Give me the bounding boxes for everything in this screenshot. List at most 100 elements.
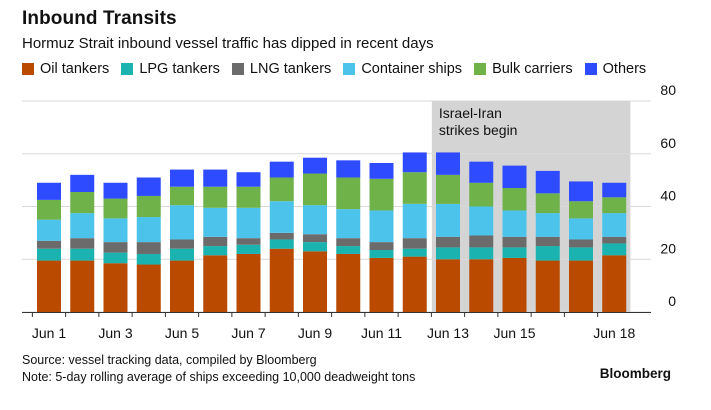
bar-segment-lng [103, 242, 128, 253]
chart-title: Inbound Transits [22, 8, 177, 29]
y-tick-label: 60 [660, 135, 676, 151]
bar-segment-bulk [203, 186, 228, 208]
x-tick-label: Jun 18 [593, 325, 635, 341]
bar-segment-lpg [170, 248, 194, 261]
legend-label-oil: Oil tankers [40, 61, 110, 77]
bar-segment-lpg [602, 243, 627, 256]
legend-swatch-lng [231, 63, 244, 75]
bar-segment-lpg [103, 252, 128, 264]
bar-segment-lpg [436, 247, 460, 260]
bar-segment-lpg [469, 247, 494, 260]
bar-segment-lpg [336, 246, 361, 254]
legend-label-bulk: Bulk carriers [492, 61, 573, 77]
bar-segment-lng [469, 235, 494, 248]
bar-segment-bulk [502, 188, 527, 211]
brand-logo: Bloomberg [599, 366, 671, 381]
bar-segment-others [236, 172, 261, 187]
bar-segment-lng [136, 242, 161, 254]
legend-label-lpg: LPG tankers [139, 61, 220, 77]
bar-segment-oil [602, 255, 627, 312]
x-tick-label: Jun 7 [231, 325, 265, 341]
x-tick-label: Jun 1 [32, 325, 66, 341]
y-tick-label: 40 [660, 188, 676, 204]
bar-segment-bulk [402, 172, 427, 204]
bar-segment-oil [535, 260, 560, 312]
bar-segment-others [502, 165, 527, 189]
legend-label-lng: LNG tankers [249, 61, 332, 77]
legend-item-lpg: LPG tankers [121, 61, 220, 77]
bar-segment-lpg [203, 246, 228, 256]
bar-segment-bulk [236, 186, 261, 208]
bar-segment-lpg [569, 247, 593, 261]
bar-segment-lpg [236, 244, 261, 254]
y-tick-label: 0 [668, 293, 676, 309]
bar-segment-bulk [469, 182, 494, 207]
bar-segment-lpg [37, 248, 61, 261]
bar-segment-lpg [269, 239, 294, 249]
bar-segment-container [369, 210, 394, 243]
bar-segment-container [269, 201, 294, 233]
bar-segment-lpg [402, 248, 427, 257]
legend-swatch-others [584, 63, 597, 75]
legend-item-others: Others [584, 61, 647, 77]
bar-segment-oil [336, 253, 361, 312]
bar-segment-oil [170, 260, 194, 312]
y-tick-label: 20 [660, 240, 676, 256]
bar-segment-oil [569, 260, 593, 312]
legend-item-bulk: Bulk carriers [474, 61, 573, 77]
bar-segment-lng [269, 232, 294, 240]
bar-segment-others [203, 169, 228, 187]
bar-segment-oil [436, 259, 460, 312]
bar-segment-bulk [70, 191, 95, 214]
bar-segment-bulk [535, 193, 560, 214]
bar-segment-others [269, 161, 294, 178]
bar-segment-others [569, 181, 593, 202]
legend-swatch-bulk [474, 63, 487, 75]
bar-segment-lng [502, 236, 527, 248]
bar-segment-lng [236, 238, 261, 245]
legend-item-container: Container ships [343, 61, 462, 77]
bar-segment-oil [236, 253, 261, 312]
bar-segment-others [303, 157, 327, 174]
bar-segment-lng [303, 234, 327, 243]
bar-segment-lpg [136, 253, 161, 265]
bar-segment-lng [70, 238, 95, 249]
bar-segment-container [203, 207, 228, 237]
bar-segment-others [170, 169, 194, 187]
bar-segment-others [136, 177, 161, 196]
y-tick-label: 80 [660, 82, 676, 98]
bar-segment-lng [569, 239, 593, 248]
legend-swatch-container [343, 63, 356, 75]
x-tick-label: Jun 13 [427, 325, 469, 341]
bar-segment-container [103, 218, 128, 243]
bar-segment-lpg [502, 247, 527, 258]
bar-segment-others [369, 162, 394, 179]
bar-segment-lng [402, 238, 427, 249]
legend: Oil tankers LPG tankers LNG tankers Cont… [22, 61, 658, 77]
bar-segment-container [236, 207, 261, 239]
bar-segment-container [602, 213, 627, 237]
bar-segment-container [569, 218, 593, 240]
x-tick-label: Jun 5 [165, 325, 199, 341]
bar-segment-container [469, 206, 494, 236]
bar-segment-bulk [170, 186, 194, 206]
bar-segment-others [436, 152, 460, 175]
bar-segment-lng [37, 240, 61, 249]
legend-swatch-lpg [121, 63, 134, 75]
bar-segment-container [136, 217, 161, 243]
bar-segment-oil [402, 256, 427, 312]
bar-segment-container [535, 213, 560, 237]
bar-segment-oil [469, 259, 494, 312]
bar-segment-others [336, 160, 361, 178]
bar-segment-container [70, 213, 95, 239]
x-tick-label: Jun 3 [98, 325, 132, 341]
x-tick-label: Jun 15 [493, 325, 535, 341]
bar-segment-oil [103, 263, 128, 312]
bar-segment-container [303, 205, 327, 235]
legend-label-others: Others [602, 61, 647, 77]
bar-segment-others [402, 152, 427, 173]
chart-subtitle: Hormuz Strait inbound vessel traffic has… [22, 35, 434, 52]
footnote: Note: 5-day rolling average of ships exc… [22, 370, 416, 384]
bar-segment-container [170, 205, 194, 240]
